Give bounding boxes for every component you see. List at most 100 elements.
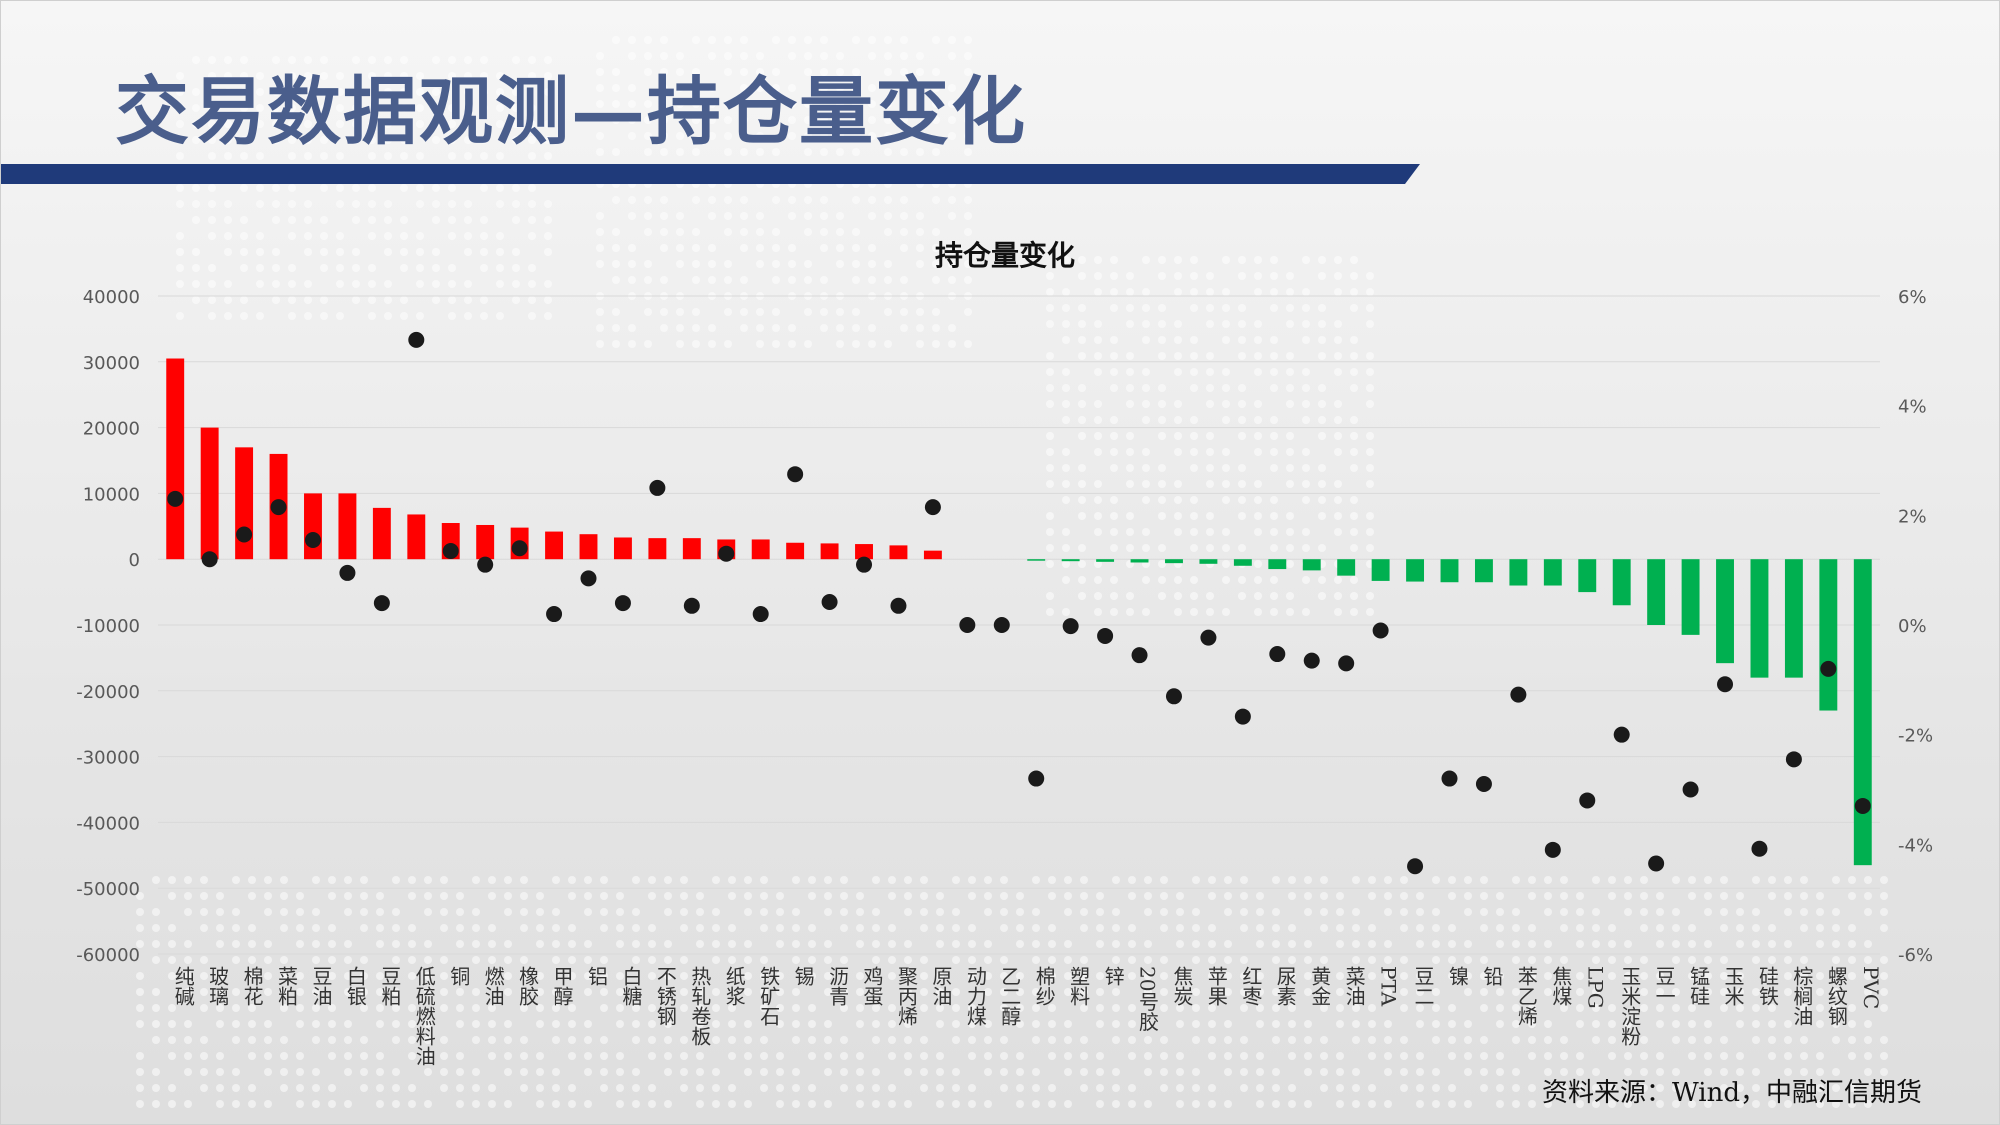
bar (545, 531, 564, 560)
data-point (1544, 841, 1561, 858)
x-tick-label: 纯碱 (171, 966, 195, 1006)
y2-tick-label: 6% (1898, 287, 1927, 308)
x-tick-label: 20号胶 (1136, 966, 1160, 1031)
x-tick-label: 燃油 (481, 966, 505, 1006)
x-tick-label: 低硫燃料油 (412, 966, 436, 1066)
data-point (924, 499, 941, 516)
bar (1371, 559, 1390, 581)
data-point (1854, 797, 1871, 814)
x-tick-label: 豆粕 (378, 966, 402, 1006)
bar (613, 537, 632, 560)
data-point (1579, 792, 1596, 809)
y2-tick-label: -2% (1898, 726, 1933, 747)
data-point (1372, 622, 1389, 639)
data-point (718, 545, 735, 562)
x-tick-label: 硅铁 (1755, 966, 1779, 1006)
y2-tick-label: 2% (1898, 506, 1927, 527)
bar (1337, 559, 1356, 576)
bar (1612, 559, 1631, 606)
x-tick-label: 棉纱 (1032, 966, 1056, 1006)
bar (1268, 559, 1287, 570)
bar (820, 543, 839, 560)
y2-tick-label: -4% (1898, 835, 1933, 856)
x-tick-label: 锰硅 (1687, 966, 1711, 1006)
y-tick-label: -20000 (76, 682, 140, 703)
x-tick-label: 尿素 (1273, 966, 1297, 1006)
x-tick-label: 铁矿石 (757, 966, 781, 1026)
y-tick-label: 30000 (83, 353, 140, 374)
x-tick-label: 塑料 (1067, 966, 1091, 1006)
bar (1543, 559, 1562, 586)
x-tick-label: 乙二醇 (998, 966, 1022, 1026)
data-point (373, 595, 390, 612)
x-tick-label: 螺纹钢 (1824, 966, 1848, 1026)
x-tick-label: 豆二 (1411, 966, 1435, 1006)
x-tick-label: 玉米淀粉 (1618, 966, 1642, 1046)
bar (1233, 559, 1252, 566)
x-tick-label: PVC (1859, 966, 1883, 1009)
data-point (1717, 676, 1734, 693)
y2-tick-label: 4% (1898, 397, 1927, 418)
chart-title: 持仓量变化 (935, 239, 1075, 272)
data-point (1097, 627, 1114, 644)
data-point (1613, 726, 1630, 743)
y-tick-label: -50000 (76, 879, 140, 900)
bar (1096, 559, 1115, 562)
data-point (890, 597, 907, 614)
bar (1027, 559, 1046, 561)
bar (166, 358, 185, 560)
y-tick-label: -40000 (76, 813, 140, 834)
x-tick-label: 原油 (929, 966, 953, 1006)
data-point (614, 595, 631, 612)
bar (1474, 559, 1493, 583)
x-tick-label: 红枣 (1239, 966, 1263, 1006)
y-tick-label: 40000 (83, 287, 140, 308)
y-tick-label: -60000 (76, 945, 140, 966)
x-tick-label: 玉米 (1721, 966, 1745, 1006)
source-note: 资料来源：Wind，中融汇信期货 (1542, 1078, 1922, 1108)
bar (1130, 559, 1149, 563)
x-tick-label: 沥青 (826, 966, 850, 1006)
bar (1681, 559, 1700, 635)
bar (1509, 559, 1528, 586)
bar (1750, 559, 1769, 678)
x-tick-label: 锌 (1101, 966, 1125, 986)
x-tick-label: 不锈钢 (653, 966, 677, 1026)
data-point (959, 617, 976, 633)
x-tick-label: 橡胶 (516, 966, 540, 1006)
data-point (304, 532, 321, 549)
data-point (580, 570, 597, 587)
x-tick-label: 热轧卷板 (688, 966, 712, 1046)
data-point (236, 526, 253, 543)
data-point (1510, 686, 1527, 703)
title-underline-bar (0, 164, 1420, 184)
data-point (1785, 751, 1802, 768)
x-tick-label: 棕榈油 (1790, 966, 1814, 1026)
bar (1302, 559, 1321, 571)
gridlines (158, 295, 1880, 955)
bar (682, 538, 701, 560)
x-tick-label: 动力煤 (963, 966, 987, 1026)
x-tick-label: 菜粕 (275, 966, 299, 1006)
bar (1853, 559, 1872, 866)
data-point (1200, 629, 1217, 646)
x-tick-label: 铝 (585, 966, 609, 986)
data-point (1682, 781, 1699, 798)
data-point (1062, 618, 1079, 635)
x-tick-label: 黄金 (1308, 966, 1332, 1006)
x-tick-label: 菜油 (1342, 966, 1366, 1006)
bar (338, 493, 357, 560)
data-point (856, 556, 873, 573)
x-tick-label: 玻璃 (206, 966, 230, 1006)
x-tick-label: 棉花 (240, 966, 264, 1006)
x-tick-label: 豆一 (1652, 966, 1676, 1006)
data-point (1441, 770, 1458, 787)
data-point (270, 499, 287, 516)
bar (1647, 559, 1666, 625)
data-point (511, 540, 528, 557)
data-point (752, 606, 769, 623)
x-tick-label: 鸡蛋 (860, 966, 884, 1006)
